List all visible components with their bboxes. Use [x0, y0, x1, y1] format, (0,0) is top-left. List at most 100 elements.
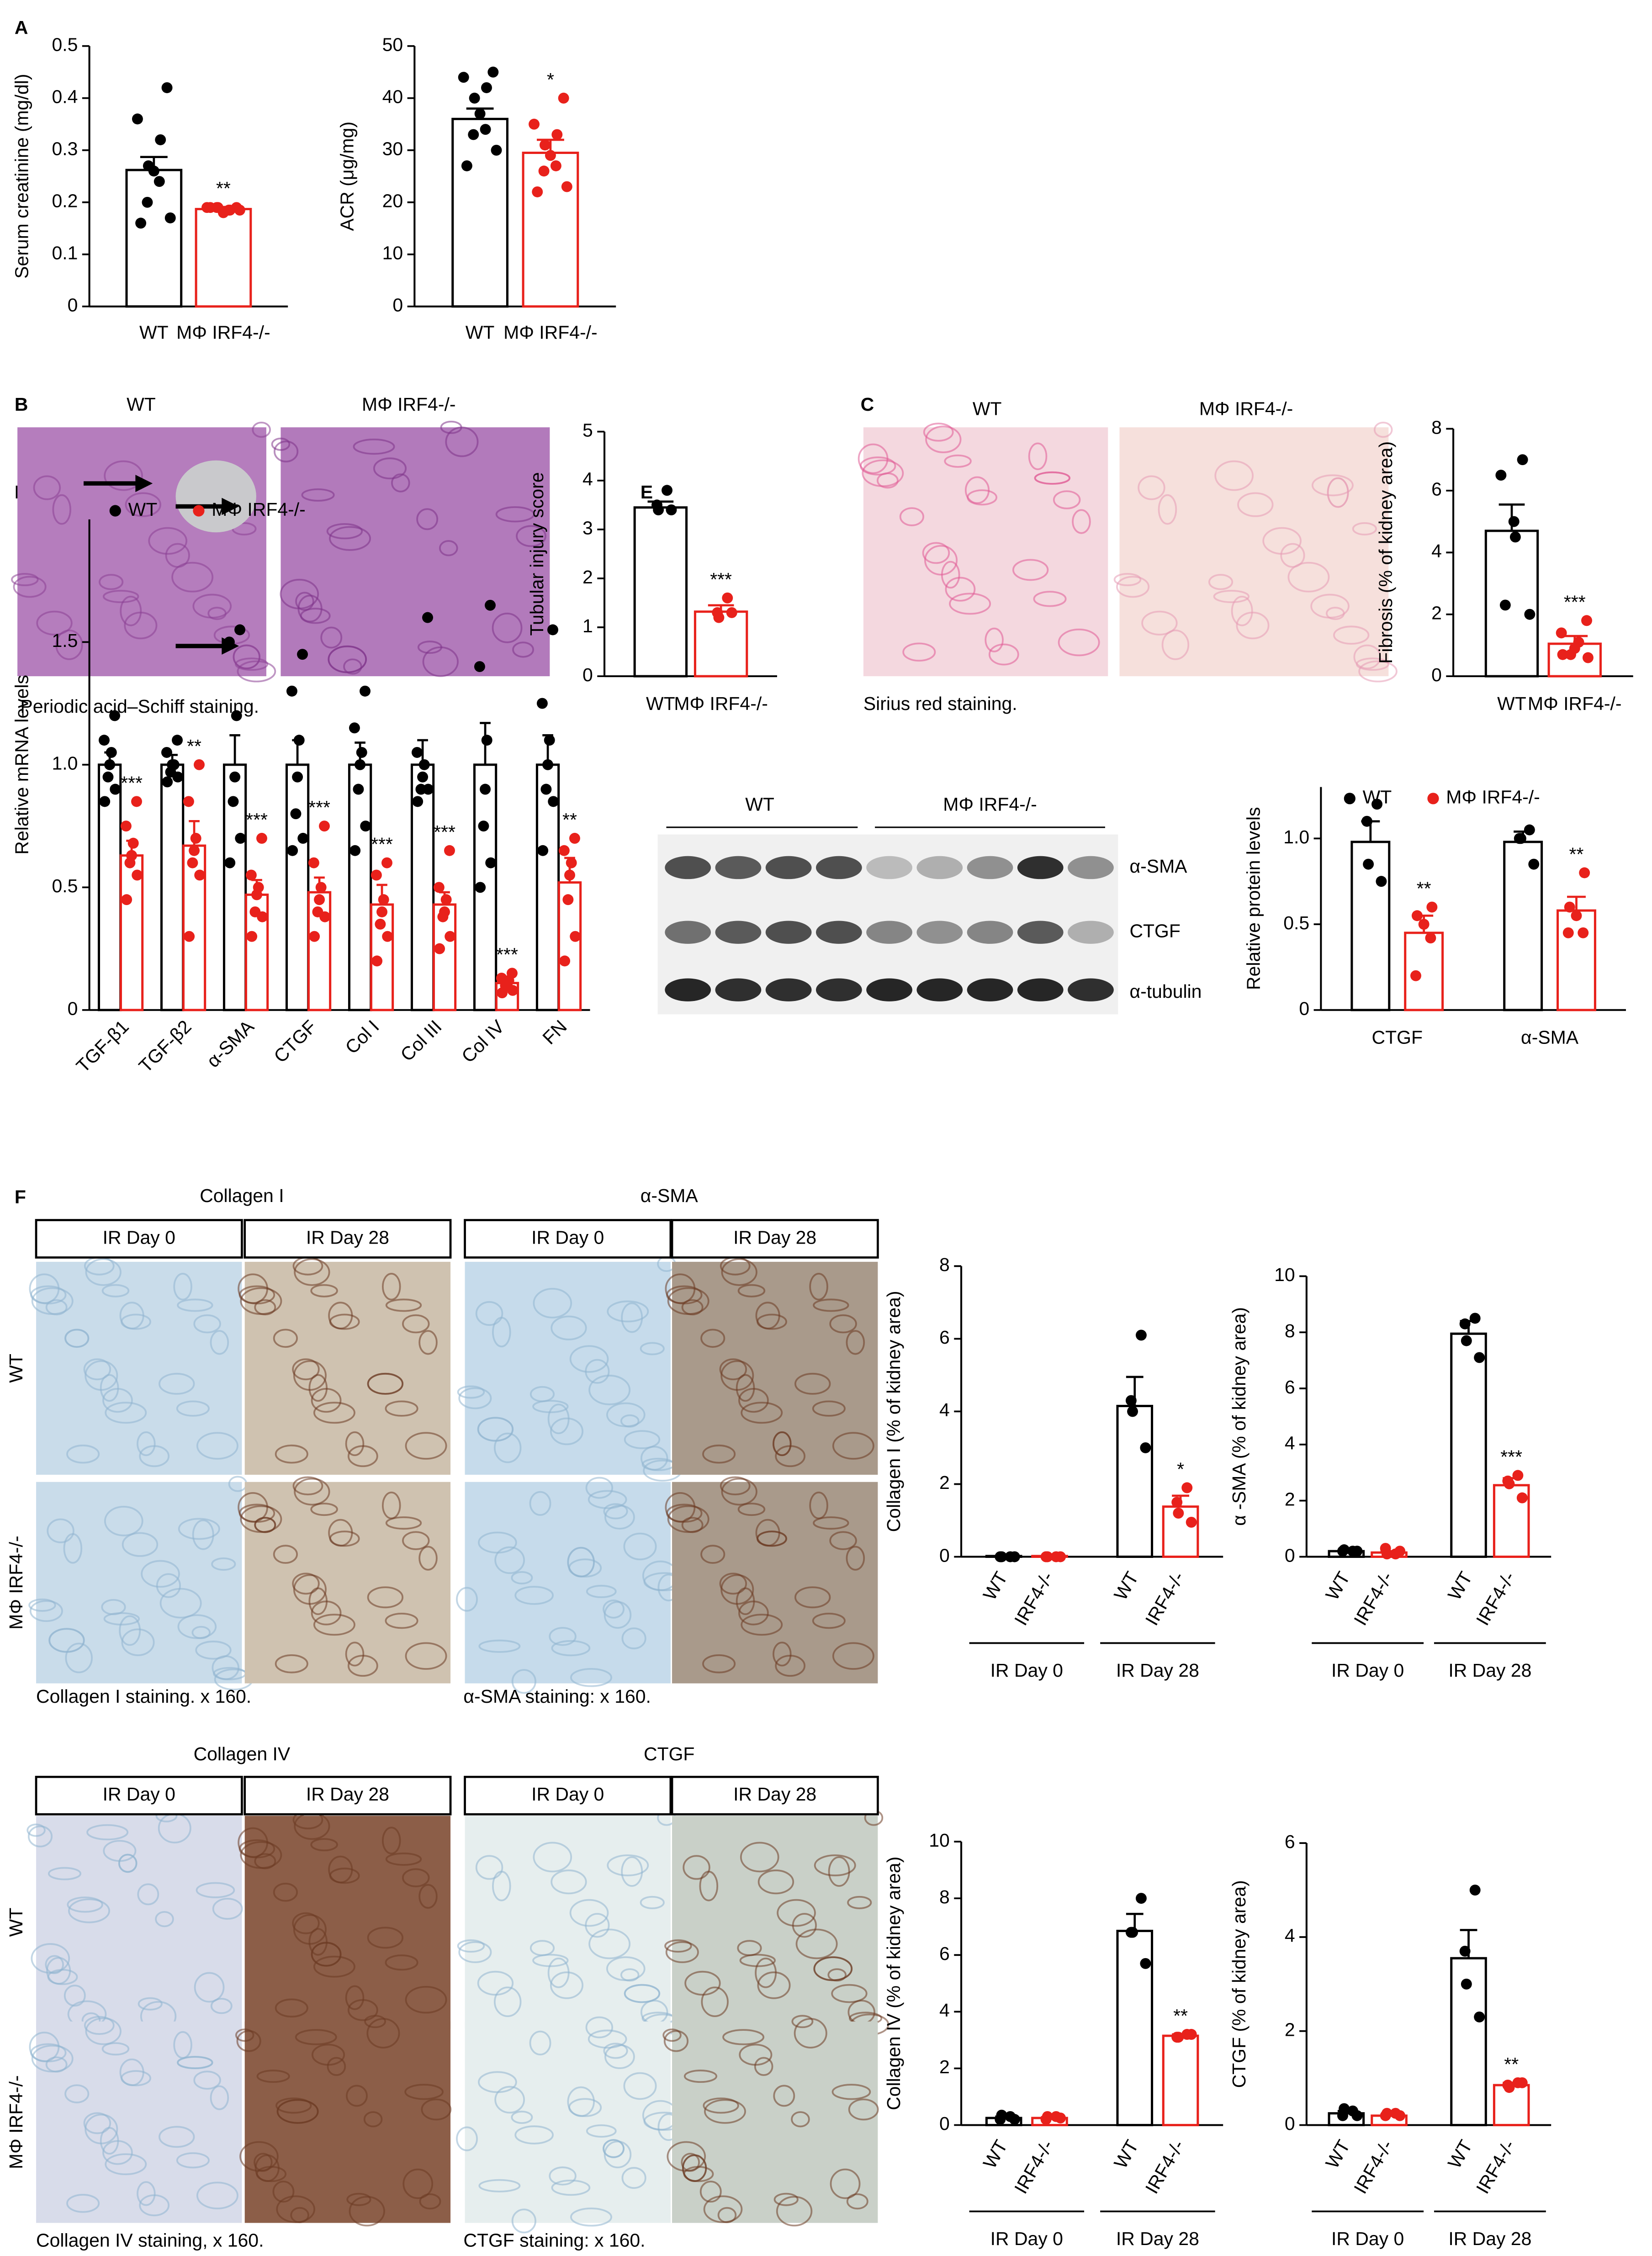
tissue-texture [103, 590, 139, 604]
tissue-texture [812, 1612, 846, 1629]
tissue-texture [294, 1478, 330, 1506]
tissue-texture [292, 1912, 320, 1934]
tissue-texture [1213, 590, 1250, 604]
data-point [491, 144, 502, 156]
y-tick-label: 2 [939, 2056, 950, 2077]
data-point [1512, 1470, 1524, 1481]
tissue-texture [739, 2044, 773, 2066]
tissue-texture [238, 1273, 268, 1304]
tissue-texture [791, 2111, 810, 2128]
tissue-texture [104, 1505, 143, 1536]
data-point [109, 710, 121, 721]
micrograph [672, 1482, 878, 1684]
tissue-texture [402, 1531, 430, 1550]
y-tick-label: 3 [582, 518, 593, 539]
data-point [1426, 901, 1438, 913]
blot-band [916, 921, 963, 944]
tissue-texture [405, 1432, 447, 1460]
label: Collagen I staining. x 160. [36, 1686, 251, 1707]
tissue-texture [551, 1315, 587, 1340]
data-point [246, 931, 258, 942]
tissue-texture [381, 1272, 401, 1301]
tissue-texture [418, 1546, 438, 1571]
tissue-texture [101, 1284, 130, 1297]
tissue-texture [83, 2112, 111, 2134]
tissue-texture [139, 2194, 170, 2216]
tissue-texture [1353, 644, 1381, 669]
data-point [378, 894, 389, 906]
tissue-texture [421, 2098, 452, 2121]
tissue-texture [385, 1954, 418, 1971]
y-axis-label: Relative protein levels [1243, 807, 1264, 990]
tissue-texture [458, 1387, 492, 1409]
tissue-texture [1355, 657, 1389, 671]
data-point [1579, 867, 1590, 879]
data-point [1516, 1492, 1528, 1504]
tissue-texture [831, 1984, 868, 2003]
bar [1503, 841, 1543, 1011]
category-label: IR Day 28 [1116, 2228, 1199, 2249]
data-point [529, 118, 540, 130]
tissue-texture [457, 1939, 485, 1953]
data-point [1582, 652, 1594, 663]
tissue-texture [623, 1532, 657, 1561]
tissue-texture [310, 1503, 338, 1516]
tissue-texture [381, 1491, 401, 1520]
data-point [235, 832, 246, 844]
tissue-texture [1053, 490, 1081, 509]
tissue-texture [417, 641, 443, 654]
tissue-texture [363, 2111, 383, 2128]
data-point [1517, 454, 1528, 466]
significance: *** [121, 772, 143, 793]
bar [1557, 909, 1596, 1011]
data-point [422, 612, 433, 623]
label: MΦ IRF4-/- [5, 1536, 26, 1630]
data-point [314, 894, 325, 906]
data-point [162, 776, 173, 788]
tissue-texture [120, 595, 142, 626]
label: WT [745, 794, 774, 815]
tissue-texture [308, 1374, 328, 1402]
data-point [1508, 516, 1520, 527]
y-tick-label: 10 [929, 1830, 950, 1851]
data-point [1394, 1546, 1406, 1557]
tissue-texture [105, 2153, 147, 2176]
tissue-texture [1012, 559, 1049, 581]
blot-band [715, 921, 762, 944]
data-point [1578, 927, 1589, 938]
tissue-texture [11, 573, 39, 587]
data-point [349, 722, 360, 734]
data-point [382, 931, 393, 942]
bar [348, 763, 372, 1011]
bar [522, 151, 579, 308]
data-point [161, 82, 173, 93]
data-point [564, 869, 575, 881]
tissue-texture [775, 1655, 806, 1677]
data-point [172, 771, 184, 783]
bar [195, 208, 252, 308]
data-point [1571, 910, 1582, 921]
data-point [547, 624, 558, 635]
tissue-texture [345, 1431, 365, 1456]
header-box [35, 1219, 243, 1259]
tissue-texture [720, 1476, 751, 1496]
tissue-texture [1158, 494, 1177, 525]
significance: *** [1500, 1446, 1522, 1467]
tissue-texture [477, 1417, 514, 1442]
data-point [142, 196, 153, 208]
tissue-texture [13, 576, 47, 598]
tissue-texture [603, 1599, 625, 1619]
tissue-texture [193, 1314, 221, 1334]
data-point [1509, 531, 1521, 543]
label: IR Day 0 [103, 1227, 175, 1248]
tissue-texture [1280, 543, 1305, 568]
tissue-texture [773, 2085, 795, 2107]
tissue-texture [102, 1387, 133, 1413]
y-tick-label: 4 [1431, 540, 1442, 561]
panel-label: F [15, 1186, 26, 1207]
tissue-texture [66, 1444, 100, 1464]
tissue-texture [773, 1431, 792, 1456]
tissue-texture [210, 1998, 233, 2014]
tissue-texture [84, 2016, 115, 2035]
bar [1450, 1332, 1487, 1558]
